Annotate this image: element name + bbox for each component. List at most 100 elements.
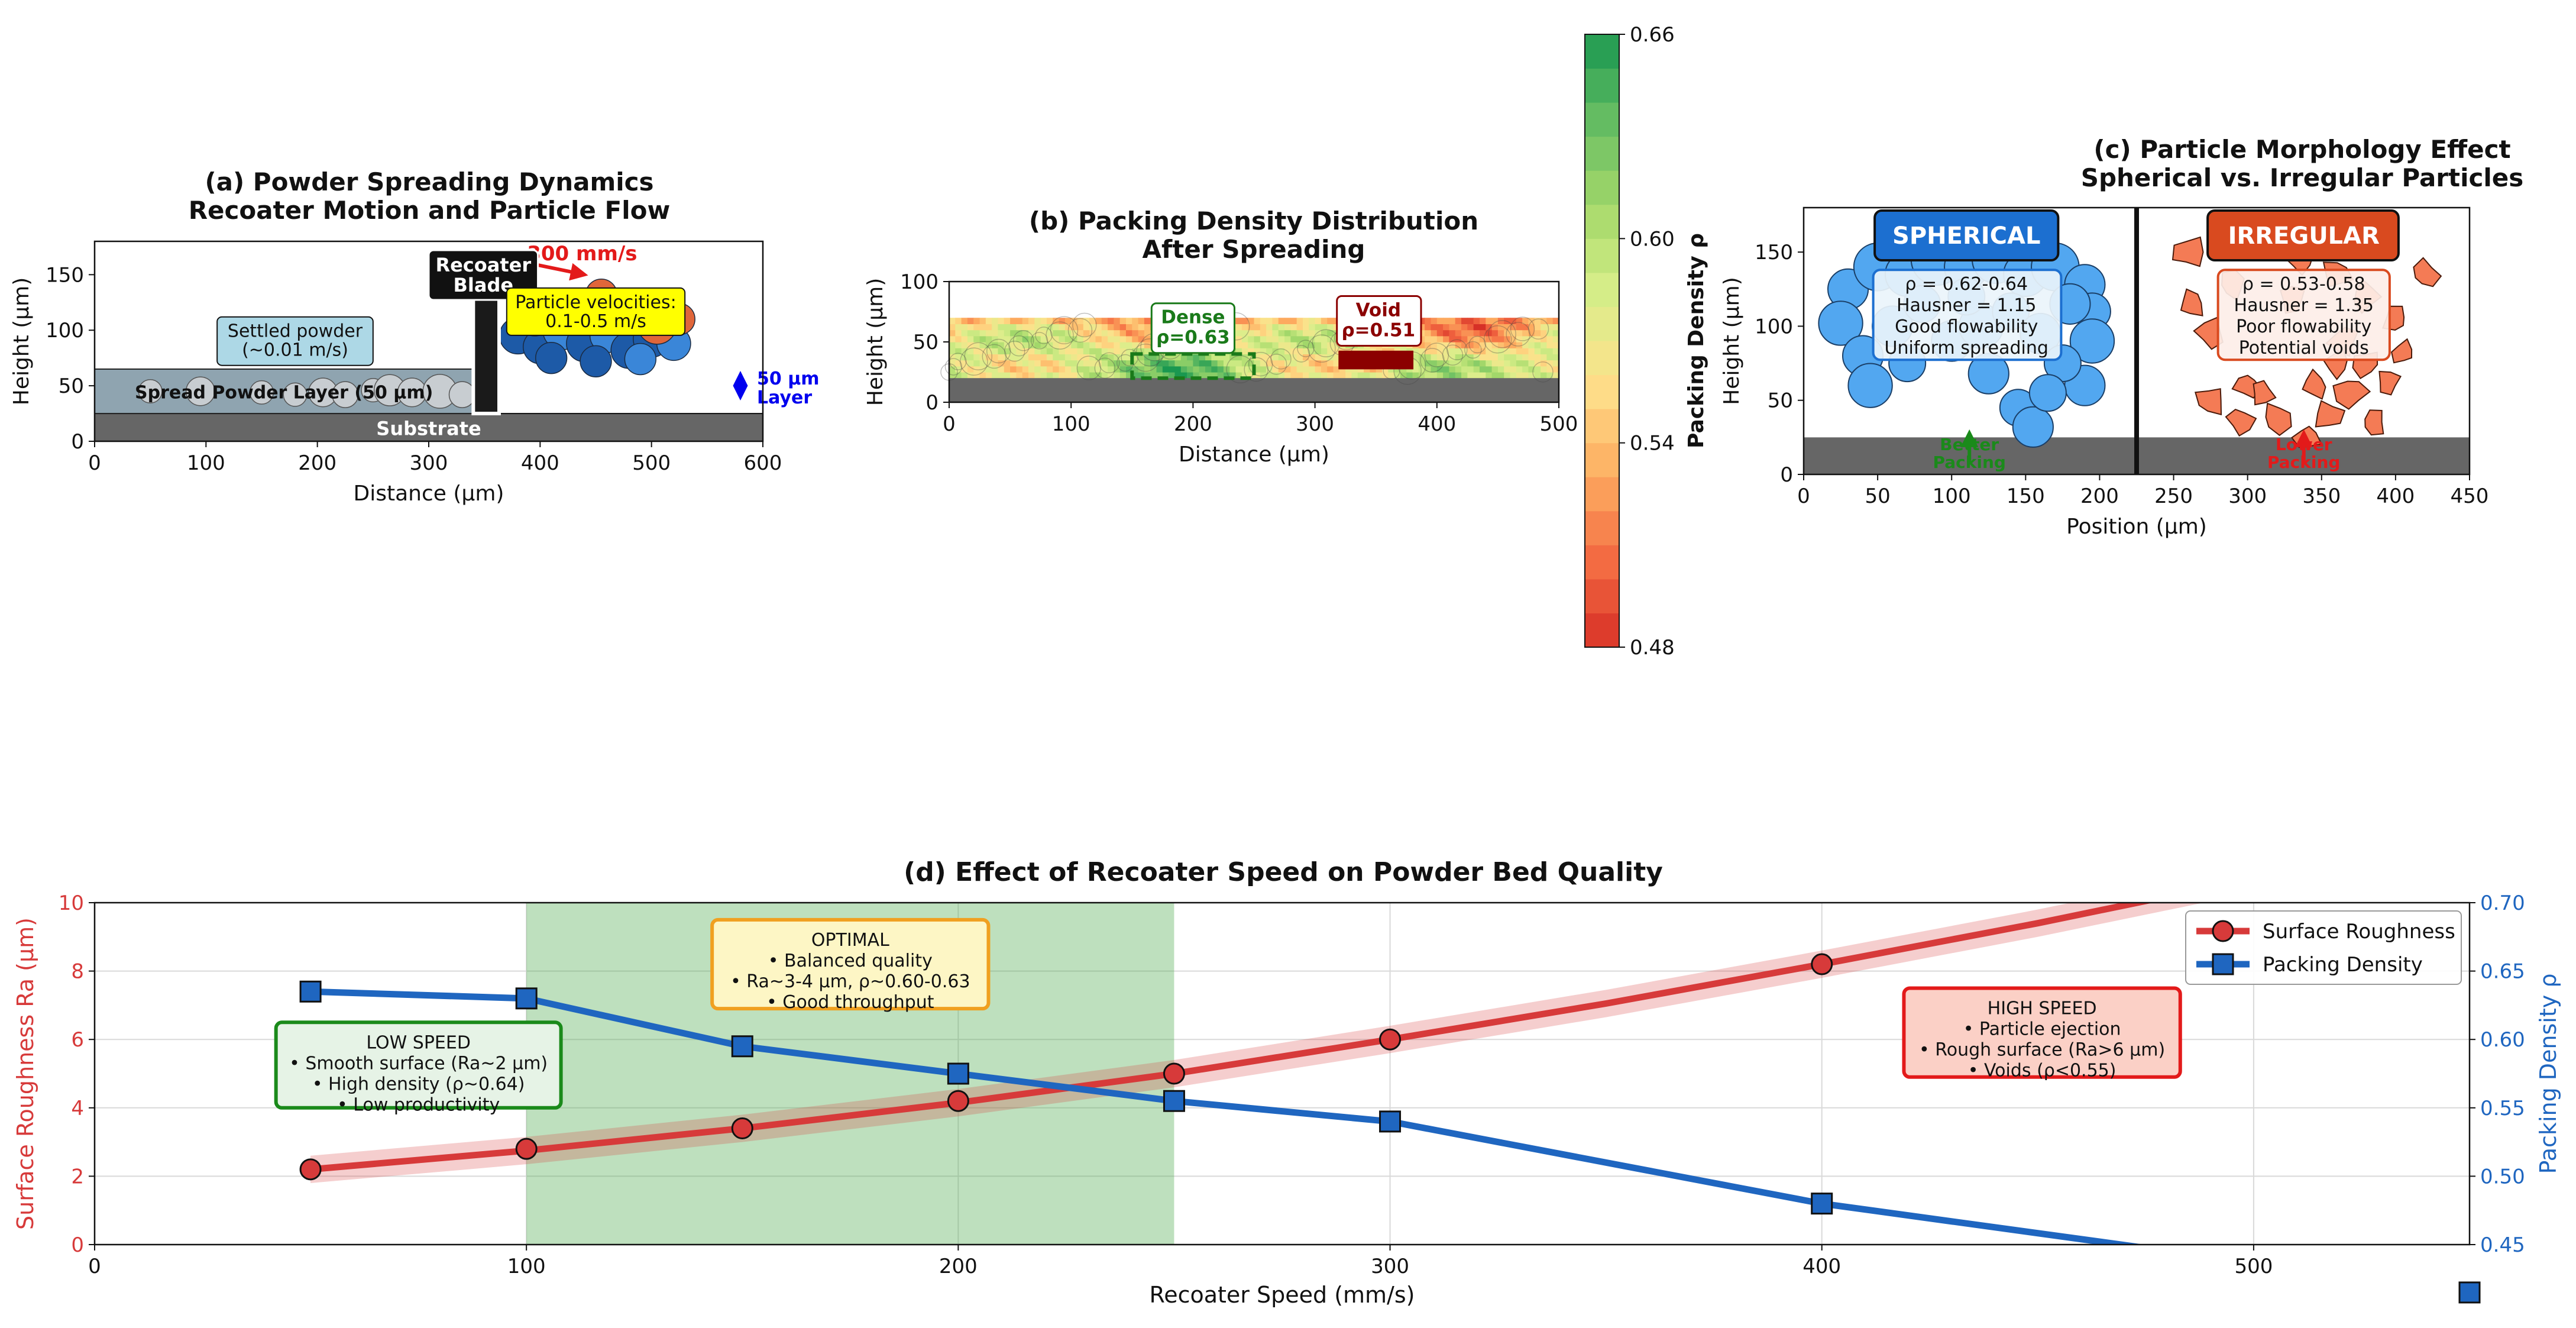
density-cell	[1296, 354, 1303, 361]
density-cell	[1010, 335, 1017, 342]
density-cell	[1516, 318, 1523, 324]
density-point	[731, 1035, 753, 1058]
density-cell	[1327, 318, 1334, 324]
density-cell	[1272, 354, 1279, 361]
high-speed-label: HIGH SPEED • Particle ejection • Rough sur…	[1919, 999, 2165, 1081]
colorbar-swatch	[1585, 170, 1619, 205]
density-cell	[1491, 335, 1499, 342]
density-cell	[1321, 329, 1328, 337]
panel-d-xtick-label: 0	[88, 1255, 101, 1278]
density-cell	[1315, 335, 1322, 342]
density-cell	[1315, 324, 1322, 331]
density-cell	[1455, 342, 1462, 348]
irregular-particle	[2364, 409, 2384, 436]
density-cell	[1016, 335, 1023, 342]
density-cell	[1132, 360, 1139, 367]
density-cell	[1431, 329, 1438, 337]
density-cell	[1108, 329, 1114, 337]
density-cell	[1528, 366, 1535, 373]
density-cell	[1491, 360, 1499, 367]
panel-b-ytick-label: 50	[913, 331, 939, 354]
density-cell	[1150, 354, 1157, 361]
density-cell	[1089, 324, 1096, 331]
density-cell	[1101, 318, 1108, 324]
density-cell	[1278, 372, 1285, 379]
density-cell	[1235, 348, 1242, 354]
density-cell	[1108, 360, 1114, 367]
density-cell	[1211, 354, 1218, 361]
particle-outline	[1424, 342, 1449, 367]
irregular-info: ρ = 0.53-0.58 Hausner = 1.35 Poor flowabil…	[2234, 274, 2374, 358]
density-cell	[1064, 360, 1072, 367]
density-cell	[985, 366, 992, 373]
svg-text:After Spreading: After Spreading	[1143, 235, 1365, 264]
density-cell	[979, 318, 986, 324]
dense-label-box	[1150, 302, 1236, 354]
density-cell	[1504, 348, 1511, 354]
panel-a-ytick-label: 150	[46, 263, 84, 287]
density-cell	[1534, 354, 1541, 361]
panel-a-xtick-label: 600	[744, 451, 782, 475]
density-cell	[1302, 342, 1309, 348]
density-cell	[1510, 329, 1517, 337]
density-cell	[1040, 366, 1047, 373]
density-cell	[1479, 342, 1486, 348]
density-cell	[973, 329, 980, 337]
density-cell	[1510, 366, 1517, 373]
density-cell	[1552, 318, 1559, 324]
density-cell	[1108, 348, 1114, 354]
density-cell	[1479, 335, 1486, 342]
density-cell	[955, 372, 962, 379]
density-cell	[1266, 318, 1273, 324]
density-cell	[1473, 318, 1480, 324]
density-cell	[1504, 324, 1511, 331]
density-cell	[1290, 335, 1297, 342]
density-cell	[1510, 354, 1517, 361]
density-cell	[1132, 348, 1139, 354]
density-cell	[1546, 324, 1554, 331]
density-cell	[1510, 342, 1517, 348]
density-cell	[1071, 335, 1078, 342]
density-cell	[1162, 354, 1169, 361]
density-cell	[1473, 354, 1480, 361]
density-cell	[967, 372, 974, 379]
density-cell	[1083, 324, 1090, 331]
density-cell	[1059, 329, 1066, 337]
panel-d-ytick-label: 4	[71, 1097, 84, 1120]
density-cell	[1552, 329, 1559, 337]
density-cell	[985, 354, 992, 361]
density-cell	[1552, 372, 1559, 379]
density-cell	[1077, 342, 1084, 348]
panel-c-ytick-label: 150	[1755, 241, 1793, 264]
panel-d-ytick-right-label: 0.60	[2480, 1028, 2525, 1052]
density-cell	[1248, 348, 1255, 354]
panel-c-xtick-label: 250	[2154, 484, 2193, 508]
density-cell	[1497, 360, 1504, 367]
density-cell	[1290, 348, 1297, 354]
colorbar-swatch	[1585, 545, 1619, 580]
density-cell	[1479, 329, 1486, 337]
density-cell	[1169, 354, 1176, 361]
panel-b: (b) Packing Density Distribution After S…	[863, 23, 1708, 660]
density-cell	[1461, 348, 1468, 354]
density-cell	[1473, 335, 1480, 342]
density-cell	[1193, 360, 1200, 367]
density-cell	[1260, 354, 1267, 361]
density-cell	[1046, 372, 1053, 379]
density-cell	[1309, 318, 1316, 324]
density-cell	[1046, 342, 1053, 348]
particle-outline	[1532, 361, 1554, 383]
density-cell	[1504, 335, 1511, 342]
density-cell	[1114, 360, 1121, 367]
density-cell	[1522, 342, 1529, 348]
density-cell	[1552, 366, 1559, 373]
density-cell	[955, 354, 962, 361]
density-cell	[1473, 360, 1480, 367]
density-cell	[1144, 366, 1151, 373]
density-cell	[1431, 324, 1438, 331]
density-cell	[992, 318, 999, 324]
panel-d-axes: 0 100 200 300 400 500 0 2 4 6 8 10 0.45 0.50 0.55 0.60 0…	[12, 891, 2561, 1308]
colorbar-swatch	[1585, 409, 1619, 444]
density-cell	[1059, 335, 1066, 342]
